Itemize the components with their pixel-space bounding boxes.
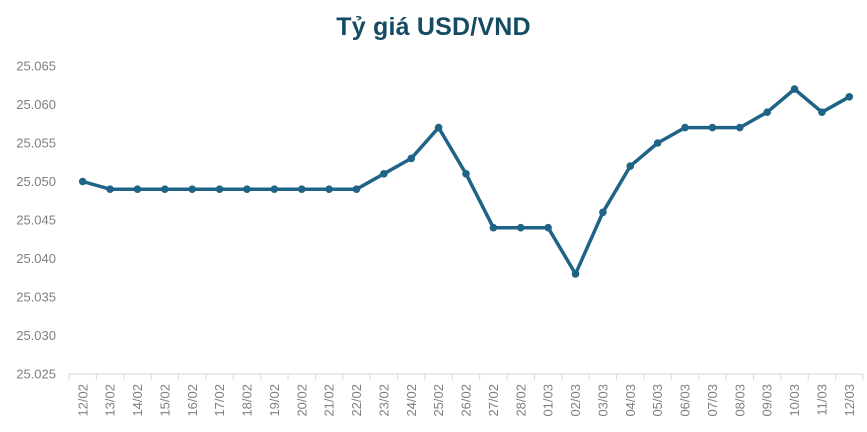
data-point-marker — [735, 123, 744, 132]
data-line — [80, 87, 852, 276]
y-tick-label: 25.055 — [16, 136, 56, 151]
data-point-marker — [297, 185, 306, 193]
data-point-marker — [243, 185, 251, 193]
y-tick-label: 25.025 — [16, 367, 56, 382]
data-point-marker — [106, 185, 114, 193]
data-point-marker — [352, 185, 361, 193]
x-tick-label: 10/03 — [787, 384, 802, 417]
data-point-marker — [653, 139, 662, 147]
x-tick-label: 14/02 — [130, 384, 145, 417]
y-tick-label: 25.050 — [16, 174, 56, 189]
x-tick-label: 07/03 — [705, 384, 720, 417]
data-point-marker — [215, 185, 224, 193]
data-point-marker — [462, 170, 470, 178]
y-tick-label: 25.065 — [16, 59, 56, 74]
x-tick-label: 26/02 — [459, 384, 474, 417]
x-tick-label: 24/02 — [404, 384, 419, 417]
data-point-marker — [380, 170, 388, 178]
data-point-marker — [681, 123, 689, 132]
x-tick-label: 27/02 — [486, 384, 501, 417]
data-point-marker — [78, 177, 87, 186]
data-point-marker — [571, 270, 580, 278]
y-tick-label: 25.060 — [16, 97, 56, 112]
x-tick-label: 06/03 — [678, 384, 693, 417]
data-point-marker — [489, 223, 498, 232]
data-point-marker — [516, 223, 525, 232]
x-tick-label: 23/02 — [376, 384, 391, 417]
x-tick-label: 03/03 — [595, 384, 610, 417]
data-points — [78, 85, 854, 278]
data-point-marker — [763, 108, 771, 116]
y-tick-label: 25.030 — [16, 328, 56, 343]
x-tick-label: 01/03 — [541, 384, 556, 417]
y-tick-label: 25.040 — [16, 251, 56, 266]
x-tick-label: 12/02 — [75, 384, 90, 417]
x-tick-label: 16/02 — [185, 384, 200, 417]
x-tick-label: 15/02 — [157, 384, 172, 417]
x-tick-label: 20/02 — [294, 384, 309, 417]
data-point-marker — [325, 185, 333, 193]
data-point-marker — [133, 185, 142, 193]
x-tick-label: 22/02 — [349, 384, 364, 417]
data-point-marker — [818, 108, 826, 116]
y-tick-label: 25.045 — [16, 213, 56, 228]
data-point-marker — [845, 93, 854, 101]
data-point-marker — [599, 208, 607, 217]
x-tick-label: 13/02 — [103, 384, 118, 417]
x-tick-label: 17/02 — [212, 384, 227, 417]
x-axis — [68, 373, 864, 380]
data-point-marker — [188, 185, 197, 193]
x-tick-label: 28/02 — [513, 384, 528, 417]
chart-title: Tỷ giá USD/VND — [336, 13, 531, 41]
x-tick-label: 19/02 — [267, 384, 282, 417]
y-tick-label: 25.035 — [16, 290, 56, 305]
data-point-marker — [790, 85, 799, 93]
y-axis-labels: 25.065 25.060 25.055 25.050 25.045 25.040 25.0… — [16, 59, 56, 382]
data-point-marker — [708, 123, 717, 132]
data-point-marker — [407, 154, 416, 163]
x-tick-label: 05/03 — [650, 384, 665, 417]
x-tick-label: 21/02 — [322, 384, 337, 417]
x-tick-label: 09/03 — [760, 384, 775, 417]
x-tick-label: 08/03 — [732, 384, 747, 417]
data-point-marker — [626, 162, 635, 170]
data-point-marker — [544, 223, 552, 232]
data-point-marker — [161, 185, 169, 193]
x-tick-label: 02/03 — [568, 384, 583, 417]
data-point-marker — [270, 185, 279, 193]
x-tick-label: 18/02 — [240, 384, 255, 417]
x-tick-label: 12/03 — [842, 384, 857, 417]
data-point-marker — [434, 123, 443, 132]
x-tick-label: 11/03 — [814, 384, 829, 416]
x-axis-labels: 12/02 13/02 14/02 15/02 16/02 17/02 18/02 19/02… — [75, 384, 857, 417]
x-tick-label: 04/03 — [623, 384, 638, 417]
x-tick-label: 25/02 — [431, 384, 446, 417]
